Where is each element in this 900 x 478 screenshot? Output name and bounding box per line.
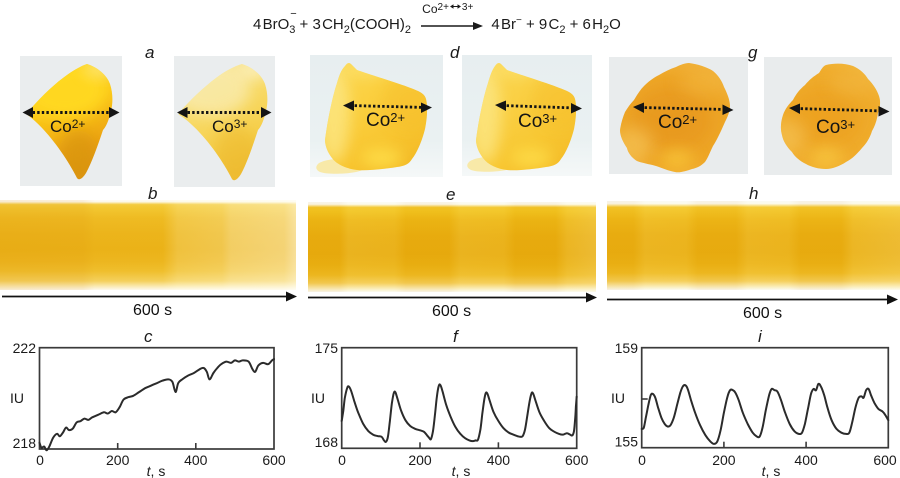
svg-text:600: 600 bbox=[565, 452, 589, 468]
svg-text:400: 400 bbox=[184, 452, 208, 468]
svg-text:200: 200 bbox=[408, 452, 432, 468]
svg-text:200: 200 bbox=[106, 452, 130, 468]
svg-text:175: 175 bbox=[315, 340, 339, 356]
svg-text:400: 400 bbox=[794, 452, 818, 468]
svg-text:400: 400 bbox=[487, 452, 511, 468]
svg-text:155: 155 bbox=[615, 434, 639, 450]
svg-text:t, s: t, s bbox=[762, 463, 781, 478]
svg-text:200: 200 bbox=[712, 452, 736, 468]
svg-text:t, s: t, s bbox=[147, 463, 166, 478]
svg-text:IU: IU bbox=[611, 390, 625, 406]
svg-text:168: 168 bbox=[315, 434, 339, 450]
svg-text:t, s: t, s bbox=[452, 463, 471, 478]
svg-text:600: 600 bbox=[873, 452, 897, 468]
svg-text:IU: IU bbox=[311, 390, 325, 406]
svg-text:0: 0 bbox=[36, 452, 44, 468]
svg-text:600: 600 bbox=[262, 452, 286, 468]
svg-text:0: 0 bbox=[638, 452, 646, 468]
svg-text:222: 222 bbox=[13, 340, 37, 356]
svg-text:0: 0 bbox=[338, 452, 346, 468]
svg-text:IU: IU bbox=[10, 390, 24, 406]
svg-text:159: 159 bbox=[615, 340, 639, 356]
svg-text:218: 218 bbox=[13, 435, 37, 451]
